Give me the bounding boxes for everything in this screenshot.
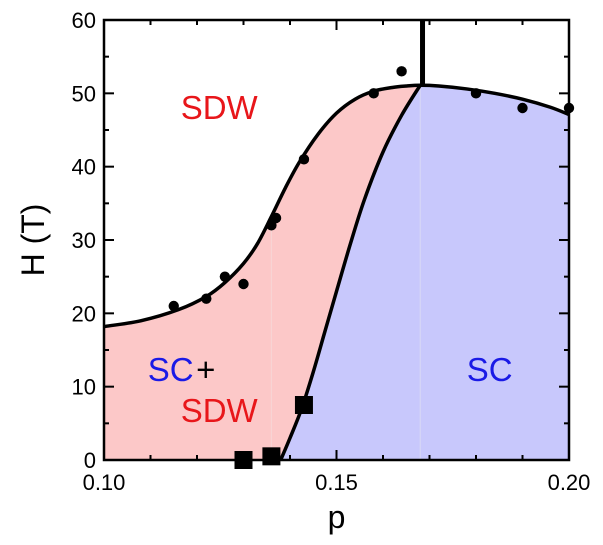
fill-layer <box>104 85 569 461</box>
circle-data-point <box>168 300 179 312</box>
x-axis-title: p <box>328 499 346 535</box>
square-data-point <box>294 396 313 414</box>
square-data-point <box>262 447 281 466</box>
x-tick-label: 0.20 <box>548 470 591 495</box>
y-tick-label: 40 <box>72 155 96 180</box>
region-label: + <box>196 351 215 388</box>
circle-data-point <box>298 154 310 165</box>
circle-data-point <box>470 88 482 99</box>
circle-data-point <box>201 293 212 304</box>
region-label: SDW <box>181 89 259 126</box>
y-tick-label: 50 <box>72 81 96 106</box>
y-tick-label: 0 <box>84 448 96 473</box>
x-tick-label: 0.10 <box>83 470 126 495</box>
region-label: SC <box>467 351 513 388</box>
sc-region-fill <box>280 85 569 461</box>
region-label: SDW <box>181 392 259 429</box>
circle-data-point <box>219 271 231 282</box>
circle-data-point <box>396 66 407 77</box>
circle-data-point <box>517 102 528 114</box>
circle-data-point <box>238 278 249 290</box>
sc-boundary-line <box>279 84 422 461</box>
tick-labels: 0 10 20 30 40 50 60 0.10 0.15 0.20 <box>72 8 591 495</box>
sdw-region-fill <box>104 85 421 461</box>
x-tick-label: 0.15 <box>315 470 358 495</box>
y-axis-title: H (T) <box>15 204 51 277</box>
region-label: SC <box>148 351 194 388</box>
y-tick-label: 30 <box>72 228 96 253</box>
circle-data-point <box>270 212 282 224</box>
y-tick-label: 10 <box>72 375 96 400</box>
axis-ticks <box>103 19 570 461</box>
y-tick-label: 60 <box>72 8 96 33</box>
circle-data-point <box>368 88 379 99</box>
y-tick-label: 20 <box>72 301 96 326</box>
